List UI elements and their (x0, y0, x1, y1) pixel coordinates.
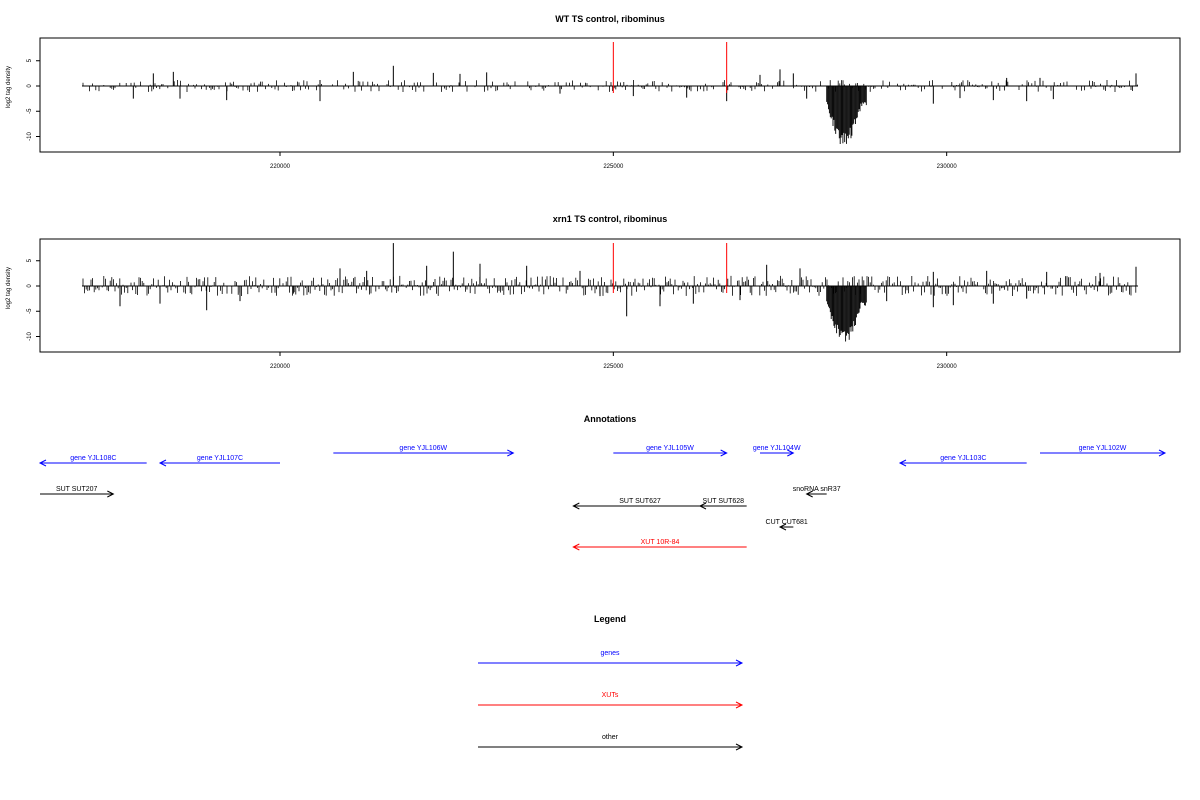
annotation-arrow-head (572, 543, 580, 551)
annotation-arrow-head (572, 502, 580, 510)
annotation-arrow-head (507, 449, 515, 457)
annotation-label: gene YJL108C (70, 455, 116, 462)
annotation-features: gene YJL108C gene YJL107C gene YJL106W gene… (38, 445, 1167, 551)
annotation-arrow-head (698, 502, 707, 510)
xrn1-axes: 5 0 -5 -10 220000 225000 230000 (27, 258, 957, 370)
wt-axes: 5 0 -5 -10 220000 225000 230000 (27, 58, 957, 170)
annotation-label: snoRNA snR37 (793, 486, 841, 493)
annotations-panel: Annotations gene YJL108C gene YJL107Cgene… (38, 414, 1167, 551)
wt-track-title: WT TS control, ribominus (555, 14, 665, 24)
annotation-label: gene YJL107C (197, 455, 243, 462)
wt-y-tick-label: -10 (27, 132, 33, 141)
xrn1-y-tick-label: 0 (27, 284, 33, 288)
annotation-feature: SUT SUT628 (698, 498, 747, 510)
annotation-label: gene YJL104W (753, 445, 801, 452)
annotation-feature: gene YJL107C (158, 455, 280, 467)
wt-y-tick-label: 0 (27, 84, 33, 88)
annotation-feature: gene YJL106W (333, 445, 515, 457)
annotation-feature: XUT 10R-84 (572, 539, 747, 551)
annotation-feature: CUT CUT681 (766, 519, 808, 531)
legend-item: genes (478, 650, 744, 667)
wt-y-axis-label: log2 tag density (6, 66, 12, 108)
xrn1-plot-frame (39, 238, 1181, 353)
legend-label: XUTs (602, 692, 619, 699)
annotation-feature: gene YJL104W (753, 445, 801, 457)
annotation-feature: SUT SUT627 (572, 498, 707, 510)
legend-arrow-head (735, 743, 744, 751)
xrn1-y-axis-label: log2 tag density (6, 267, 12, 309)
annotation-feature: gene YJL102W (1040, 445, 1167, 457)
xrn1-track-title: xrn1 TS control, ribominus (553, 214, 668, 224)
annotation-arrow-head (1158, 449, 1167, 457)
legend-label: genes (600, 650, 620, 657)
annotation-feature: SUT SUT207 (40, 486, 115, 498)
wt-x-tick-label: 230000 (937, 164, 958, 170)
annotation-arrow-head (158, 459, 167, 467)
annotation-arrow-head (107, 490, 115, 498)
annotation-arrow-head (38, 459, 47, 467)
legend-title: Legend (594, 614, 626, 624)
legend-item: XUTs (478, 692, 744, 709)
wt-plot-frame (39, 37, 1181, 153)
annotation-feature: gene YJL103C (898, 455, 1027, 467)
wt-signal-bars (82, 42, 1138, 144)
xrn1-signal-bars (82, 243, 1138, 342)
annotation-label: CUT CUT681 (766, 519, 808, 526)
annotation-label: XUT 10R-84 (641, 539, 680, 546)
annotation-feature: gene YJL105W (613, 445, 728, 457)
annotation-label: gene YJL106W (399, 445, 447, 452)
legend-arrow-head (735, 659, 744, 667)
annotation-feature: gene YJL108C (38, 455, 147, 467)
legend-item: other (478, 734, 744, 751)
annotation-arrow-head (898, 459, 907, 467)
xrn1-x-tick-label: 220000 (270, 364, 291, 370)
annotation-arrow-head (778, 523, 787, 531)
wt-y-tick-label: -5 (27, 108, 33, 114)
xrn1-x-tick-label: 230000 (937, 364, 958, 370)
annotation-label: SUT SUT627 (619, 498, 661, 505)
xrn1-y-tick-label: 5 (27, 258, 33, 262)
annotation-arrow-head (805, 490, 813, 498)
wt-y-tick-label: 5 (27, 58, 33, 62)
annotation-label: gene YJL102W (1079, 445, 1127, 452)
annotation-label: SUT SUT628 (703, 498, 745, 505)
annotation-label: gene YJL103C (940, 455, 986, 462)
xrn1-y-tick-label: -10 (27, 332, 33, 341)
xrn1-track-panel: xrn1 TS control, ribominus log2 tag dens… (6, 214, 1181, 370)
wt-x-tick-label: 225000 (603, 164, 624, 170)
legend-label: other (602, 734, 619, 741)
annotation-arrow-head (720, 449, 728, 457)
xrn1-x-tick-label: 225000 (603, 364, 624, 370)
annotation-label: SUT SUT207 (56, 486, 98, 493)
annotations-title: Annotations (584, 414, 637, 424)
legend: Legend genes XUTs other (478, 614, 744, 751)
xrn1-y-tick-label: -5 (27, 308, 33, 314)
annotation-label: gene YJL105W (646, 445, 694, 452)
legend-items: genes XUTs other (478, 650, 744, 751)
annotation-arrow-head (787, 449, 795, 457)
wt-track-panel: WT TS control, ribominus log2 tag densit… (6, 14, 1181, 170)
wt-x-tick-label: 220000 (270, 164, 291, 170)
annotation-feature: snoRNA snR37 (793, 486, 841, 498)
legend-arrow-head (735, 701, 744, 709)
